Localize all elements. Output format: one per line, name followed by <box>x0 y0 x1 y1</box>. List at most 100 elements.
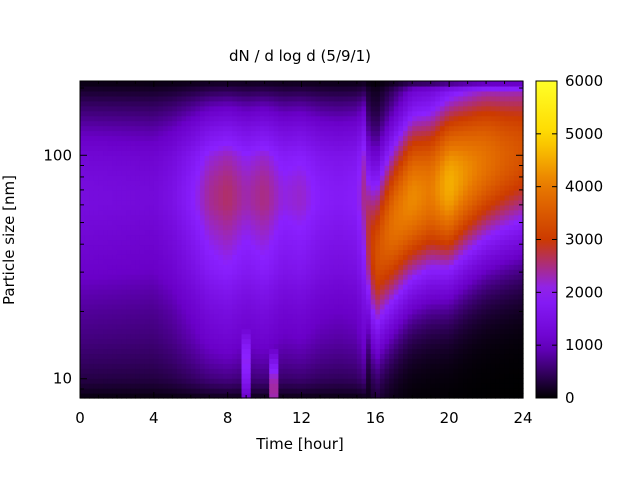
heatmap-cell <box>430 393 436 399</box>
heatmap-cell <box>430 338 436 345</box>
heatmap-cell <box>343 328 349 335</box>
heatmap-cell <box>398 328 404 335</box>
heatmap-cell <box>366 284 372 290</box>
heatmap-cell <box>121 323 127 330</box>
heatmap-cell <box>89 279 95 285</box>
heatmap-cell <box>407 303 413 310</box>
heatmap-cell <box>375 81 381 87</box>
heatmap-cell <box>93 209 100 216</box>
heatmap-cell <box>149 269 155 275</box>
heatmap-cell <box>296 115 303 122</box>
heatmap-cell <box>186 343 192 350</box>
heatmap-cell <box>366 199 372 206</box>
heatmap-cell <box>278 155 284 161</box>
heatmap-cell <box>107 204 113 211</box>
heatmap-cell <box>338 130 344 137</box>
heatmap-cell <box>375 145 381 151</box>
heatmap-cell <box>107 160 113 166</box>
heatmap-cell <box>130 229 136 236</box>
heatmap-cell <box>319 348 326 355</box>
heatmap-cell <box>98 289 104 295</box>
heatmap-cell <box>204 90 210 97</box>
heatmap-cell <box>84 289 90 295</box>
heatmap-cell <box>384 363 390 369</box>
heatmap-cell <box>204 214 210 221</box>
heatmap-cell <box>209 328 215 335</box>
heatmap-cell <box>246 140 252 146</box>
heatmap-cell <box>338 313 344 320</box>
heatmap-cell <box>195 244 201 250</box>
heatmap-cell <box>310 140 316 146</box>
heatmap-cell <box>379 343 386 350</box>
heatmap-cell <box>186 214 192 221</box>
heatmap-cell <box>315 90 321 97</box>
heatmap-cell <box>176 363 183 369</box>
heatmap-cell <box>121 244 127 250</box>
heatmap-cell <box>181 95 187 102</box>
heatmap-cell <box>333 194 340 201</box>
heatmap-cell <box>416 308 423 315</box>
heatmap-cell <box>130 269 136 275</box>
heatmap-cell <box>130 303 136 310</box>
heatmap-cell <box>319 140 326 146</box>
heatmap-cell <box>398 368 404 374</box>
heatmap-cell <box>361 130 367 137</box>
heatmap-cell <box>98 170 104 176</box>
heatmap-cell <box>329 150 335 156</box>
heatmap-cell <box>319 180 326 186</box>
heatmap-cell <box>218 343 224 350</box>
heatmap-cell <box>232 115 238 122</box>
heatmap-cell <box>283 204 289 211</box>
heatmap-cell <box>416 234 423 241</box>
heatmap-cell <box>241 100 247 107</box>
heatmap-cell <box>126 308 132 315</box>
heatmap-cell <box>301 100 307 107</box>
heatmap-cell <box>352 343 358 350</box>
heatmap-cell <box>255 175 261 181</box>
heatmap-cell <box>232 140 238 146</box>
heatmap-cell <box>310 303 316 310</box>
heatmap-cell <box>199 318 206 325</box>
heatmap-cell <box>273 333 280 340</box>
heatmap-cell <box>250 185 256 191</box>
heatmap-cell <box>356 185 363 191</box>
heatmap-cell <box>278 348 284 355</box>
heatmap-cell <box>269 85 275 92</box>
heatmap-cell <box>310 209 316 216</box>
heatmap-cell <box>172 264 178 270</box>
heatmap-cell <box>269 140 275 146</box>
heatmap-cell <box>223 160 229 166</box>
heatmap-cell <box>176 125 183 132</box>
heatmap-cell <box>172 318 178 325</box>
heatmap-cell <box>199 239 206 246</box>
heatmap-cell <box>176 338 183 345</box>
heatmap-cell <box>255 274 261 280</box>
heatmap-cell <box>103 100 109 107</box>
heatmap-cell <box>158 185 164 191</box>
heatmap-cell <box>172 254 178 260</box>
heatmap-cell <box>366 185 372 191</box>
heatmap-cell <box>273 185 280 191</box>
heatmap-cell <box>356 140 363 146</box>
heatmap-cell <box>93 383 100 389</box>
heatmap-cell <box>296 145 303 151</box>
heatmap-cell <box>80 81 86 87</box>
heatmap-cell <box>103 234 109 241</box>
heatmap-cell <box>103 199 109 206</box>
heatmap-cell <box>407 130 413 137</box>
heatmap-cell <box>112 318 118 325</box>
heatmap-cell <box>430 105 436 112</box>
heatmap-cell <box>135 373 141 379</box>
heatmap-cell <box>430 279 436 285</box>
heatmap-cell <box>126 249 132 255</box>
heatmap-cell <box>190 140 196 146</box>
heatmap-cell <box>153 229 160 236</box>
heatmap-cell <box>236 160 243 166</box>
heatmap-cell <box>112 333 118 340</box>
heatmap-cell <box>149 343 155 350</box>
heatmap-cell <box>375 254 381 260</box>
heatmap-cell <box>181 293 187 300</box>
heatmap-cell <box>366 293 372 300</box>
heatmap-cell <box>333 90 340 97</box>
heatmap-cell <box>264 269 270 275</box>
